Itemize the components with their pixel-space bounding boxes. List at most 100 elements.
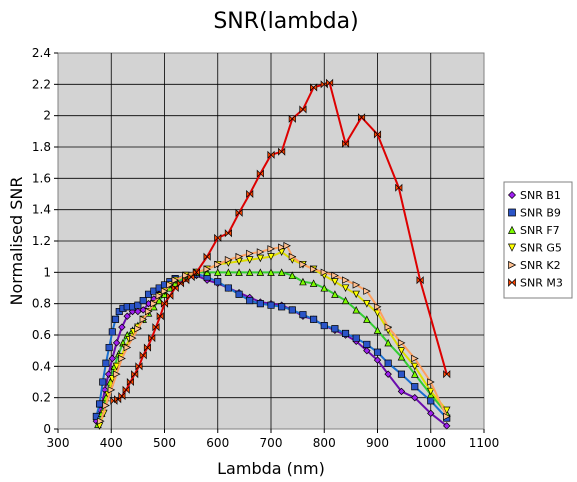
data-point-marker [118,323,126,331]
y-tick-label: 2.4 [32,46,51,60]
chart-title: SNR(lambda) [213,9,358,34]
data-point-marker [411,393,419,402]
data-point-marker [411,354,419,363]
data-point-marker [182,271,190,280]
y-tick-label: 0.6 [32,328,51,342]
data-point-marker [160,299,169,308]
data-point-marker [267,268,275,276]
data-point-marker [155,292,164,300]
data-point-marker [278,243,286,252]
y-tick-label: 0.8 [32,297,51,311]
data-point-marker [320,322,328,330]
data-point-marker [224,284,232,292]
data-point-marker [299,260,307,269]
data-point-marker [203,265,212,273]
series-layer [92,78,451,430]
data-point-marker [384,370,392,378]
y-tick-label: 2.2 [32,77,51,91]
data-point-marker [213,268,222,276]
legend-item: SNR B1 [508,189,561,202]
data-point-marker [129,303,137,311]
data-point-marker [108,328,116,336]
data-point-marker [411,362,419,371]
data-point-marker [267,253,275,261]
data-point-marker [224,229,232,238]
data-point-marker [357,113,366,122]
data-point-marker [156,312,164,321]
data-point-marker [363,315,371,323]
data-point-marker [256,254,265,263]
legend-label: SNR F7 [520,224,560,237]
data-point-marker [363,300,371,308]
x-axis-label: Lambda (nm) [217,459,325,478]
data-point-marker [245,268,254,276]
data-point-marker [331,325,339,333]
data-point-marker [331,278,339,286]
data-point-marker [384,359,392,367]
data-point-marker [129,334,137,342]
data-point-marker [331,290,339,298]
data-point-marker [299,105,307,114]
data-point-marker [443,412,451,421]
data-point-marker [203,252,211,261]
x-tick-label: 700 [260,436,283,450]
legend-item: SNR F7 [507,224,560,237]
data-point-marker [160,287,169,295]
data-point-marker [277,268,286,276]
data-point-marker [256,300,264,308]
data-point-marker [508,260,517,270]
data-point-marker [99,378,107,386]
data-point-marker [331,271,339,280]
legend-label: SNR K2 [520,259,561,272]
data-point-marker [373,326,382,334]
data-point-marker [192,268,200,277]
data-point-marker [507,243,517,252]
legend-label: SNR M3 [520,277,563,290]
data-point-marker [144,307,153,316]
x-axis-ticks: 300 400 500 600 700 800 900 1000 1100 [47,429,500,450]
data-point-marker [352,305,360,314]
series-snr-k2 [97,241,451,425]
data-point-marker [155,296,163,305]
data-point-marker [123,312,131,320]
data-point-marker [152,323,160,332]
data-point-marker [214,278,222,286]
y-tick-label: 1.6 [32,171,51,185]
y-tick-label: 1.2 [32,234,51,248]
y-tick-label: 1.8 [32,140,51,154]
data-point-marker [326,78,334,87]
data-point-marker [373,348,382,356]
data-point-marker [288,114,296,123]
y-tick-label: 0 [43,422,51,436]
x-tick-label: 1100 [469,436,500,450]
data-point-marker [363,287,371,295]
data-point-marker [363,346,371,355]
data-point-marker [246,249,254,258]
data-point-marker [363,340,371,348]
data-point-marker [299,311,307,319]
data-point-marker [111,315,120,323]
data-point-marker [113,370,121,378]
data-point-marker [416,276,424,285]
x-tick-label: 600 [206,436,229,450]
data-point-marker [299,277,307,286]
data-point-marker [235,290,243,298]
data-point-marker [443,370,451,379]
data-point-marker [508,208,516,217]
data-point-marker [352,290,360,299]
data-point-marker [148,334,156,343]
data-point-marker [427,378,435,386]
legend: SNR B1 SNR B9 SNR F7 SNR G5 SNR K2 SNR M3 [503,181,573,299]
y-tick-label: 2 [43,109,51,123]
data-point-marker [341,284,350,292]
data-point-marker [426,387,435,396]
data-point-marker [171,276,180,284]
data-point-marker [245,256,254,264]
data-point-marker [427,409,435,418]
data-point-marker [214,233,222,242]
data-point-marker [95,400,104,408]
data-point-marker [288,252,297,261]
legend-item: SNR M3 [508,277,563,290]
data-point-marker [118,354,126,363]
y-tick-label: 0.4 [32,359,51,373]
